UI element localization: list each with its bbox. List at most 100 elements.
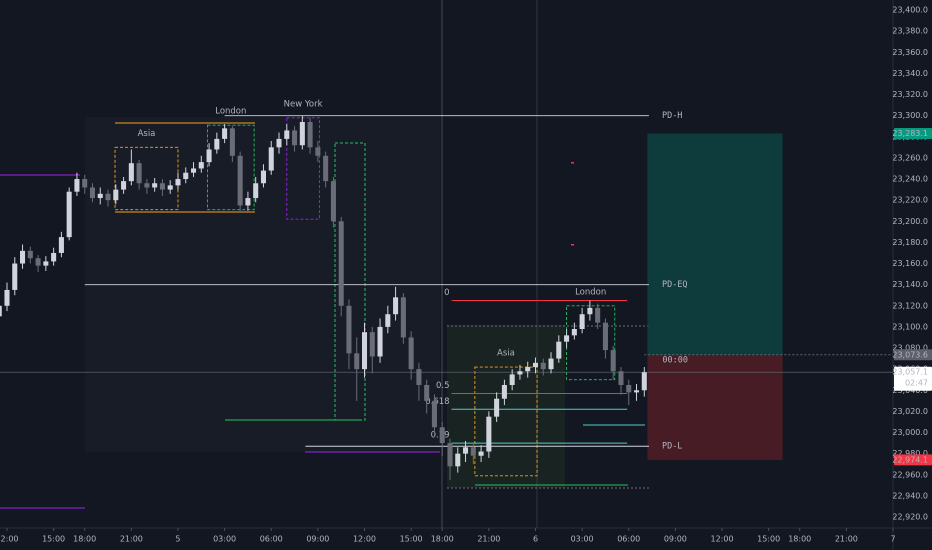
session-box <box>207 124 255 211</box>
price-tag <box>894 366 932 391</box>
x-tick-label: 21:00 <box>477 535 500 544</box>
candle-body <box>315 147 321 156</box>
level-label: PD-EQ <box>662 280 688 290</box>
session-label: Asia <box>497 349 515 359</box>
candle-body <box>354 353 360 370</box>
entry-label: 00:00 <box>662 355 688 365</box>
fib-label: 0.618 <box>425 397 449 407</box>
candle-body <box>571 329 577 336</box>
take-profit-zone <box>647 133 783 355</box>
candle-body <box>58 237 64 253</box>
x-tick-label: 18:00 <box>788 535 811 544</box>
countdown: 02:47 <box>905 379 928 388</box>
session-box <box>474 366 538 477</box>
candle-body <box>633 390 640 393</box>
candle-body <box>183 172 189 180</box>
session-label: Asia <box>138 129 156 139</box>
candle-body <box>408 337 414 370</box>
candle-body <box>159 183 165 190</box>
y-tick-label: 23,080.0 <box>892 344 928 353</box>
x-tick-label: 15:00 <box>42 535 65 544</box>
candle-body <box>260 170 266 184</box>
level-label: PD-H <box>662 111 682 121</box>
y-tick-label: 23,360.0 <box>892 48 928 57</box>
candle-body <box>486 416 492 452</box>
candle-body <box>268 147 274 171</box>
candle-body <box>222 128 228 139</box>
x-tick-label: 15:00 <box>757 535 780 544</box>
x-tick-label: 09:00 <box>306 535 329 544</box>
session-label: London <box>215 107 246 117</box>
price-tag-label: 23,057.1 <box>892 368 928 377</box>
candle-body <box>470 447 476 456</box>
candle-body <box>20 250 26 264</box>
x-tick-label: 15:00 <box>400 535 423 544</box>
candle-body <box>338 221 344 306</box>
candle-body <box>330 181 336 222</box>
price-tag-label: 22,974.1 <box>892 455 928 464</box>
candle-body <box>253 183 259 199</box>
x-tick-label: 06:00 <box>260 535 283 544</box>
candle-body <box>525 367 531 372</box>
y-tick-label: 23,000.0 <box>892 428 928 437</box>
candle-body <box>144 183 150 188</box>
candle-body <box>152 183 158 188</box>
candle-body <box>393 297 399 315</box>
candle-body <box>548 358 554 370</box>
candle-body <box>206 149 212 163</box>
level-label: PD-L <box>662 442 682 452</box>
candle-body <box>113 189 119 201</box>
y-tick-label: 23,340.0 <box>892 69 928 78</box>
candle-body <box>602 322 608 351</box>
y-tick-label: 22,920.0 <box>892 513 928 522</box>
candle-body <box>4 289 10 306</box>
candle-body <box>35 258 41 266</box>
candle-body <box>299 121 305 146</box>
candle-body <box>532 362 539 368</box>
candle-body <box>494 398 500 417</box>
price-tag <box>894 454 932 466</box>
candle-body <box>400 297 406 338</box>
y-tick-label: 23,240.0 <box>892 175 928 184</box>
candle-body <box>0 305 2 317</box>
fib-label: 0.5 <box>436 381 450 391</box>
y-tick-label: 23,160.0 <box>892 259 928 268</box>
session-label: New York <box>284 99 323 109</box>
candle-body <box>229 128 235 156</box>
y-tick-label: 23,400.0 <box>892 6 928 15</box>
marker <box>571 244 574 246</box>
x-tick-label: 5 <box>175 535 180 544</box>
candle-body <box>74 179 80 192</box>
candle-body <box>276 138 282 148</box>
candle-body <box>89 187 96 199</box>
x-tick-label: 12:00 <box>710 535 733 544</box>
candle-body <box>517 371 523 375</box>
y-tick-label: 23,100.0 <box>892 322 928 331</box>
candle-body <box>190 168 197 173</box>
candle-body <box>136 163 142 184</box>
candle-body <box>618 371 624 385</box>
y-tick-label: 23,220.0 <box>892 196 928 205</box>
session-label: London <box>575 287 606 297</box>
candle-body <box>82 179 88 188</box>
x-tick-label: 18:00 <box>431 535 454 544</box>
candle-body <box>198 162 204 169</box>
x-tick-label: 21:00 <box>835 535 858 544</box>
session-shade <box>447 325 565 488</box>
x-tick-label: 06:00 <box>617 535 640 544</box>
candle-body <box>245 198 251 206</box>
marker <box>571 162 574 164</box>
price-tag <box>894 128 932 140</box>
candle-body <box>540 362 546 370</box>
y-tick-label: 23,320.0 <box>892 90 928 99</box>
candle-body <box>564 335 570 342</box>
fib-label: 0 <box>444 288 449 298</box>
x-tick-label: 12:00 <box>353 535 376 544</box>
candle-body <box>595 307 601 323</box>
candle-body <box>556 341 562 359</box>
price-tag-label: 23,283.1 <box>892 129 928 138</box>
candle-body <box>424 384 430 401</box>
candle-body <box>463 447 469 454</box>
